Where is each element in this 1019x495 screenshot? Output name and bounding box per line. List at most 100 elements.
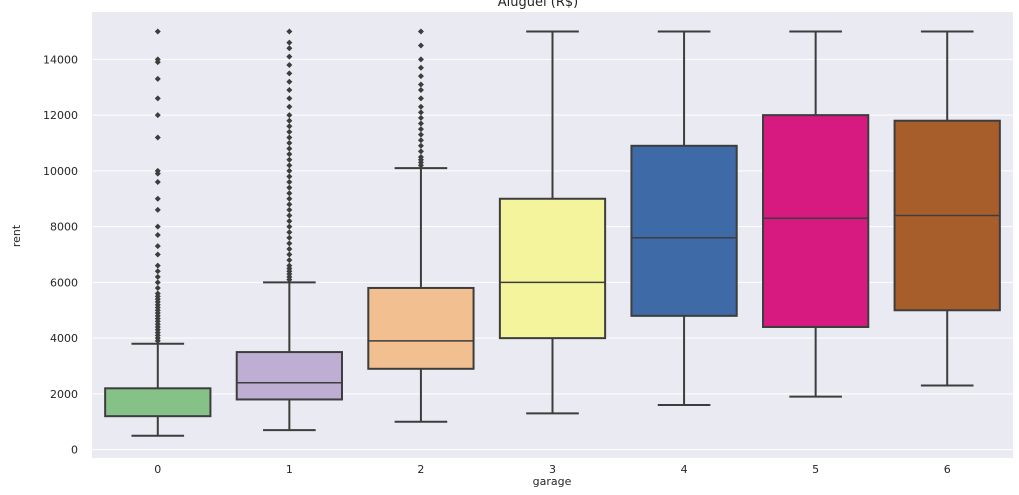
outlier-point bbox=[286, 117, 293, 124]
iqr-box bbox=[104, 387, 212, 418]
chart-title: Aluguel (R$) bbox=[498, 0, 578, 10]
outlier-point bbox=[286, 45, 293, 52]
outlier-point bbox=[154, 75, 161, 82]
outlier-point bbox=[154, 195, 161, 202]
outlier-point bbox=[286, 257, 293, 264]
outlier-point bbox=[417, 95, 424, 102]
outlier-point bbox=[286, 206, 293, 213]
outlier-point bbox=[154, 95, 161, 102]
outlier-point bbox=[286, 167, 293, 174]
box-6 bbox=[893, 30, 1001, 387]
y-tick-label: 10000 bbox=[43, 165, 78, 178]
outlier-point bbox=[417, 73, 424, 80]
outlier-point bbox=[286, 195, 293, 202]
outlier-point bbox=[286, 87, 293, 94]
outlier-point bbox=[417, 28, 424, 35]
outlier-point bbox=[154, 112, 161, 119]
outlier-point bbox=[286, 201, 293, 208]
outlier-point bbox=[286, 123, 293, 130]
outlier-point bbox=[286, 223, 293, 230]
outlier-point bbox=[286, 39, 293, 46]
outlier-point bbox=[417, 81, 424, 88]
boxes-group bbox=[104, 28, 1001, 437]
outlier-point bbox=[286, 173, 293, 180]
x-axis-label: garage bbox=[533, 475, 572, 488]
outlier-point bbox=[417, 87, 424, 94]
iqr-box bbox=[235, 351, 343, 401]
outlier-point bbox=[154, 262, 161, 269]
x-tick-label: 1 bbox=[286, 463, 293, 476]
outlier-point bbox=[417, 126, 424, 133]
outlier-point bbox=[154, 279, 161, 286]
outlier-point bbox=[417, 42, 424, 49]
outlier-point bbox=[417, 153, 424, 160]
outlier-point bbox=[417, 142, 424, 149]
y-tick-label: 2000 bbox=[50, 388, 78, 401]
box-0 bbox=[104, 28, 212, 437]
outlier-point bbox=[154, 251, 161, 258]
outlier-point bbox=[286, 28, 293, 35]
outlier-point bbox=[286, 218, 293, 225]
iqr-box bbox=[367, 286, 475, 370]
outlier-point bbox=[154, 56, 161, 63]
outlier-point bbox=[417, 56, 424, 63]
outlier-point bbox=[286, 184, 293, 191]
outlier-point bbox=[286, 61, 293, 68]
outlier-point bbox=[286, 134, 293, 141]
outlier-point bbox=[286, 229, 293, 236]
y-tick-label: 8000 bbox=[50, 221, 78, 234]
outlier-point bbox=[417, 103, 424, 110]
x-tick-label: 0 bbox=[154, 463, 161, 476]
outlier-point bbox=[286, 240, 293, 247]
outlier-point bbox=[154, 223, 161, 230]
outlier-point bbox=[286, 112, 293, 119]
outlier-point bbox=[417, 137, 424, 144]
y-tick-labels: 0 2000 4000 6000 8000 10000 12000 14000 bbox=[43, 53, 78, 456]
outlier-point bbox=[154, 268, 161, 275]
box-5 bbox=[762, 30, 870, 398]
x-tick-labels: 0 1 2 3 4 5 6 bbox=[154, 463, 950, 476]
box-4 bbox=[630, 30, 738, 407]
outlier-point bbox=[417, 131, 424, 138]
y-tick-label: 6000 bbox=[50, 276, 78, 289]
outlier-point bbox=[417, 148, 424, 155]
outlier-point bbox=[286, 156, 293, 163]
outlier-point bbox=[286, 70, 293, 77]
outlier-point bbox=[417, 120, 424, 127]
x-tick-label: 3 bbox=[549, 463, 556, 476]
y-tick-label: 0 bbox=[71, 444, 78, 457]
outlier-point bbox=[286, 234, 293, 241]
outlier-point bbox=[154, 243, 161, 250]
box-3 bbox=[498, 30, 607, 415]
y-tick-label: 14000 bbox=[43, 53, 78, 66]
outlier-point bbox=[154, 179, 161, 186]
outlier-point bbox=[286, 145, 293, 152]
outlier-point bbox=[286, 140, 293, 147]
outlier-point bbox=[154, 290, 161, 297]
outlier-point bbox=[286, 162, 293, 169]
x-tick-label: 5 bbox=[812, 463, 819, 476]
x-tick-label: 6 bbox=[944, 463, 951, 476]
outlier-point bbox=[417, 114, 424, 121]
outlier-point bbox=[154, 284, 161, 291]
outlier-point bbox=[286, 53, 293, 60]
box-2 bbox=[367, 28, 475, 423]
box-1 bbox=[235, 28, 343, 432]
outlier-point bbox=[286, 151, 293, 158]
x-tick-label: 4 bbox=[681, 463, 688, 476]
y-tick-label: 4000 bbox=[50, 332, 78, 345]
outlier-point bbox=[154, 28, 161, 35]
outlier-point bbox=[286, 262, 293, 269]
outlier-point bbox=[154, 206, 161, 213]
outlier-point bbox=[417, 109, 424, 116]
outlier-point bbox=[286, 128, 293, 135]
outlier-point bbox=[286, 179, 293, 186]
outlier-point bbox=[154, 134, 161, 141]
outlier-point bbox=[286, 78, 293, 85]
x-tick-label: 2 bbox=[417, 463, 424, 476]
iqr-box bbox=[630, 144, 738, 317]
outlier-point bbox=[286, 190, 293, 197]
outlier-point bbox=[286, 245, 293, 252]
iqr-box bbox=[762, 114, 870, 328]
